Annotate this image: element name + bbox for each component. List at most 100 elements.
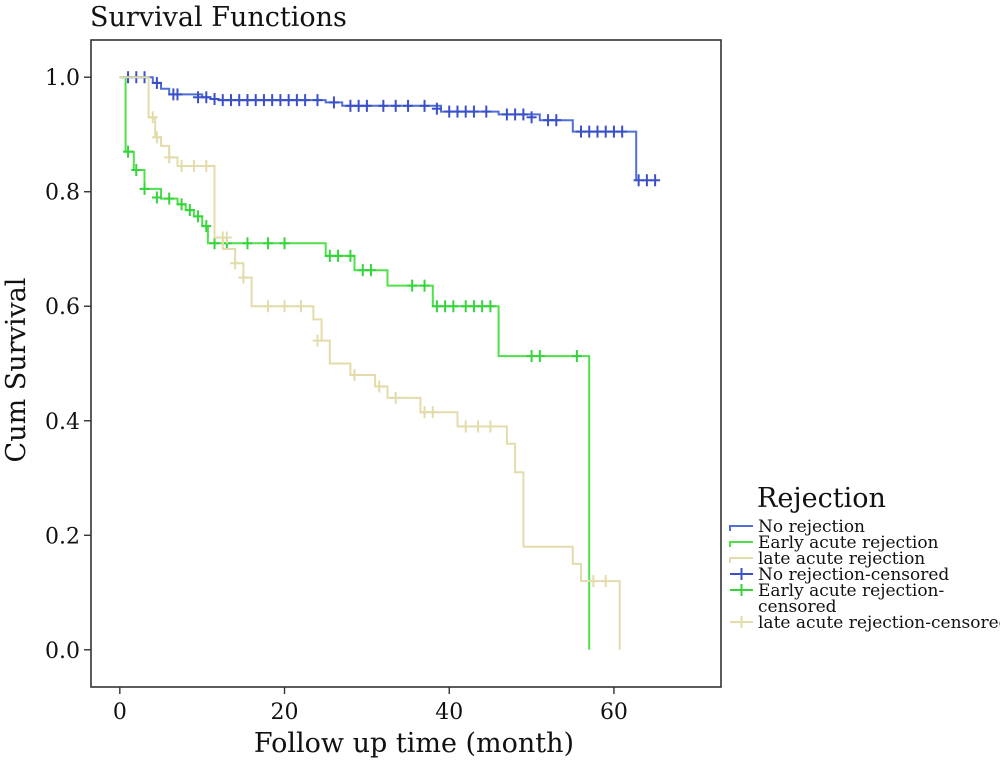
censor-mark bbox=[221, 231, 232, 244]
censor-mark bbox=[151, 131, 162, 144]
y-tick-label: 0.2 bbox=[45, 524, 80, 549]
x-axis: 0 20 40 60 bbox=[113, 687, 628, 725]
x-tick-label: 0 bbox=[113, 700, 127, 725]
censor-mark bbox=[123, 145, 134, 158]
censor-mark bbox=[242, 237, 253, 250]
x-tick-label: 60 bbox=[600, 700, 628, 725]
censor-mark bbox=[390, 99, 401, 112]
censor-mark bbox=[460, 420, 471, 433]
censor-mark bbox=[131, 163, 142, 176]
censor-mark bbox=[588, 575, 599, 588]
x-axis-title: Follow up time (month) bbox=[254, 728, 574, 759]
censor-mark bbox=[209, 92, 220, 105]
survival-curve-early-acute-rejection bbox=[119, 76, 591, 650]
censor-mark bbox=[151, 76, 162, 89]
legend-label: Early acute rejection- bbox=[758, 581, 944, 601]
series-early-acute-rejection bbox=[119, 76, 591, 650]
censor-mark bbox=[193, 210, 204, 223]
legend-item-late-acute-rejection-censored: late acute rejection-censored bbox=[730, 613, 1000, 633]
censor-mark bbox=[172, 88, 183, 101]
censor-mark bbox=[481, 105, 492, 118]
legend-item-early-acute-rejection-censored: Early acute rejection-censored bbox=[730, 581, 944, 617]
censor-mark bbox=[485, 300, 496, 313]
censor-mark bbox=[518, 108, 529, 121]
censor-mark bbox=[419, 279, 430, 292]
x-tick-label: 20 bbox=[271, 700, 299, 725]
series-no-rejection bbox=[119, 71, 661, 187]
censor-mark bbox=[184, 204, 195, 217]
plot-area bbox=[119, 71, 661, 650]
y-tick-label: 0.4 bbox=[45, 410, 80, 435]
censor-mark bbox=[333, 249, 344, 262]
censor-mark bbox=[300, 94, 311, 107]
x-tick-label: 40 bbox=[435, 700, 463, 725]
censor-mark bbox=[164, 192, 175, 205]
censor-mark bbox=[571, 350, 582, 363]
legend-item-no-rejection-censored: No rejection-censored bbox=[730, 565, 949, 585]
legend-label: No rejection bbox=[758, 517, 865, 537]
censor-mark bbox=[600, 575, 611, 588]
legend-item-late-acute-rejection: late acute rejection bbox=[729, 549, 925, 569]
censor-mark bbox=[551, 114, 562, 127]
censor-mark bbox=[468, 105, 479, 118]
chart-title: Survival Functions bbox=[90, 2, 347, 33]
censor-mark bbox=[296, 300, 306, 313]
y-tick-label: 0.6 bbox=[45, 295, 80, 320]
censor-mark bbox=[448, 300, 459, 313]
censor-mark bbox=[188, 159, 199, 172]
censor-mark bbox=[176, 159, 187, 172]
series-late-acute-rejection bbox=[119, 76, 621, 650]
censor-mark bbox=[349, 368, 360, 381]
cross-marker-icon bbox=[730, 568, 753, 580]
censor-mark bbox=[176, 198, 187, 211]
legend-label: censored bbox=[758, 597, 837, 617]
censor-mark bbox=[201, 159, 212, 172]
censor-mark bbox=[374, 380, 385, 393]
censor-mark bbox=[201, 220, 212, 233]
censor-mark bbox=[427, 406, 438, 419]
y-tick-label: 1.0 bbox=[45, 66, 80, 91]
legend-title: Rejection bbox=[757, 483, 886, 514]
step-line-icon bbox=[729, 541, 753, 547]
cross-marker-icon bbox=[730, 584, 753, 596]
step-line-icon bbox=[729, 525, 753, 531]
legend-label: late acute rejection-censored bbox=[758, 613, 1000, 633]
censor-mark bbox=[147, 111, 158, 124]
y-axis-title: Cum Survival bbox=[1, 278, 32, 463]
censor-mark bbox=[403, 99, 414, 112]
legend-label: No rejection-censored bbox=[758, 565, 949, 585]
y-tick-label: 0.0 bbox=[45, 639, 80, 664]
censor-mark bbox=[526, 111, 537, 124]
y-tick-label: 0.8 bbox=[45, 181, 80, 206]
censor-mark bbox=[485, 420, 496, 433]
censor-mark bbox=[617, 125, 628, 138]
censor-mark bbox=[473, 420, 484, 433]
censor-mark bbox=[328, 96, 339, 109]
step-line-icon bbox=[729, 557, 753, 563]
censor-mark bbox=[230, 257, 241, 270]
censor-mark bbox=[361, 99, 372, 112]
censor-mark bbox=[209, 237, 220, 250]
plot-frame bbox=[90, 39, 722, 688]
censor-mark bbox=[312, 334, 323, 347]
censor-mark bbox=[407, 279, 418, 292]
censor-mark bbox=[238, 271, 249, 284]
censor-mark bbox=[201, 91, 212, 104]
censor-mark bbox=[650, 174, 661, 187]
censor-mark bbox=[279, 237, 290, 250]
cross-marker-icon bbox=[730, 616, 753, 628]
censor-mark bbox=[279, 300, 290, 313]
censor-mark bbox=[431, 102, 442, 115]
censor-mark bbox=[534, 350, 545, 363]
censor-mark bbox=[164, 151, 175, 164]
legend-label: Early acute rejection bbox=[758, 533, 939, 553]
censor-mark bbox=[345, 249, 356, 262]
legend-item-no-rejection: No rejection bbox=[729, 517, 865, 537]
censor-mark bbox=[419, 99, 430, 112]
censor-mark bbox=[151, 191, 162, 204]
legend-item-early-acute-rejection: Early acute rejection bbox=[729, 533, 939, 553]
legend-label: late acute rejection bbox=[758, 549, 925, 569]
censor-mark bbox=[263, 300, 274, 313]
